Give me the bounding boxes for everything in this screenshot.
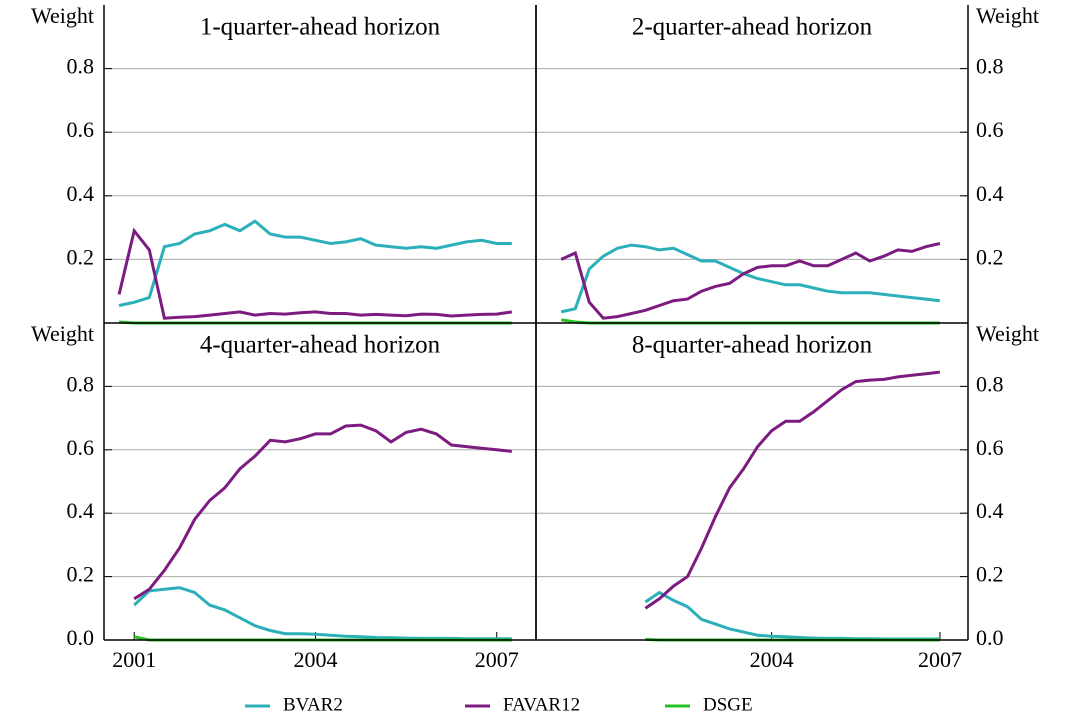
- y-tick-label: 0.4: [67, 181, 95, 206]
- y-tick-label: 0.4: [67, 498, 95, 523]
- panel-title: 1-quarter-ahead horizon: [200, 14, 441, 41]
- y-tick-label: 0.6: [67, 117, 95, 142]
- y-tick-label: 0.8: [976, 371, 1004, 396]
- x-tick-label: 2001: [112, 647, 156, 672]
- y-axis-label: Weight: [976, 3, 1039, 28]
- panel-title: 8-quarter-ahead horizon: [632, 332, 873, 359]
- y-tick-label: 0.0: [976, 625, 1004, 650]
- legend-label: BVAR2: [283, 694, 343, 715]
- y-tick-label: 0.4: [976, 181, 1004, 206]
- x-tick-label: 2004: [750, 647, 794, 672]
- series-line: [133, 586, 512, 641]
- y-axis-label: Weight: [976, 321, 1039, 346]
- y-axis-label: Weight: [31, 321, 94, 346]
- y-tick-label: 0.0: [67, 625, 95, 650]
- legend-label: DSGE: [703, 694, 753, 715]
- y-tick-label: 0.2: [67, 562, 95, 587]
- y-tick-label: 0.2: [976, 244, 1004, 269]
- series-line: [118, 219, 512, 307]
- y-tick-label: 0.2: [67, 244, 95, 269]
- legend-label: FAVAR12: [503, 694, 580, 715]
- y-axis-label: Weight: [31, 3, 94, 28]
- x-tick-label: 2004: [293, 647, 337, 672]
- y-tick-label: 0.8: [976, 54, 1004, 79]
- y-tick-label: 0.6: [976, 117, 1004, 142]
- x-tick-label: 2007: [918, 647, 962, 672]
- series-line: [644, 590, 940, 641]
- y-tick-label: 0.2: [976, 562, 1004, 587]
- y-tick-label: 0.8: [67, 54, 95, 79]
- y-tick-label: 0.6: [976, 435, 1004, 460]
- panel-title: 4-quarter-ahead horizon: [200, 332, 441, 359]
- x-tick-label: 2007: [475, 647, 519, 672]
- panel-title: 2-quarter-ahead horizon: [632, 14, 873, 41]
- series-line: [560, 242, 941, 320]
- y-tick-label: 0.4: [976, 498, 1004, 523]
- series-line: [117, 227, 513, 320]
- series-line: [644, 370, 941, 610]
- series-line: [133, 423, 512, 601]
- y-tick-label: 0.6: [67, 435, 95, 460]
- y-tick-label: 0.8: [67, 371, 95, 396]
- series-line: [560, 243, 941, 314]
